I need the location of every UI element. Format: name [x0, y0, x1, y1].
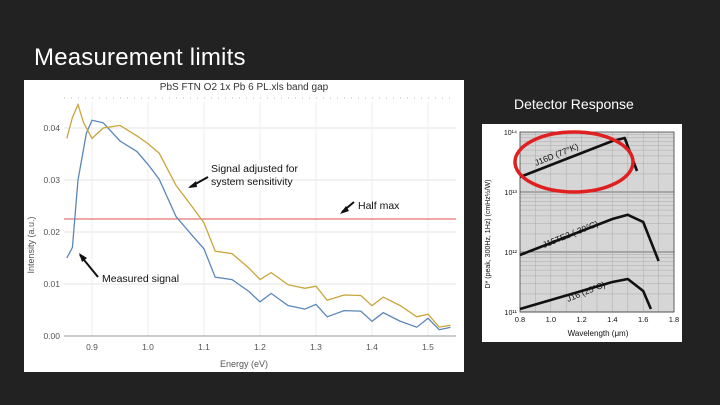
detector-chart-y-label: D* (peak, 300Hz, 1Hz) (cmHz½/W): [484, 180, 492, 289]
x-tick-label: 1.0: [142, 342, 154, 352]
detector-plot-border: [519, 131, 675, 313]
y-tick-label: 0.00: [43, 331, 60, 341]
series-adjusted: [66, 102, 451, 328]
y-tick-label: 0.02: [43, 227, 60, 237]
slide-title: Measurement limits: [34, 44, 246, 71]
annotation-adjusted-line2: system sensitivity: [211, 176, 293, 188]
pl-chart-y-ticks: 0.04 0.03 0.02 0.01 0.00: [43, 123, 60, 341]
annotation-measured: Measured signal: [102, 273, 179, 285]
detector-chart-x-ticks: 0.8 1.0 1.2 1.4 1.6 1.8: [515, 315, 679, 324]
detector-x-tick-label: 1.0: [546, 315, 556, 324]
series-measured: [66, 119, 451, 331]
pl-chart-y-label: Intensity (a.u.): [26, 216, 36, 273]
annotation-measured-arrowhead: [79, 253, 87, 262]
pl-chart-series: [66, 102, 451, 331]
x-tick-label: 1.1: [198, 342, 210, 352]
detector-x-tick-label: 1.6: [638, 315, 648, 324]
pl-chart-background: [24, 80, 464, 372]
detector-y-tick-label: 10¹²: [505, 250, 518, 257]
detector-x-tick-label: 0.8: [515, 315, 525, 324]
detector-curve-1: [519, 136, 639, 179]
detector-chart-y-ticks: 10¹⁴ 10¹³ 10¹² 10¹¹: [504, 130, 518, 317]
detector-y-tick-label: 10¹³: [505, 190, 518, 197]
detector-curve-2: [519, 213, 660, 262]
detector-chart-panel: 10¹⁴ 10¹³ 10¹² 10¹¹ 0.8 1.0 1.2 1.4 1.6 1.8 J16D…: [482, 124, 682, 342]
x-tick-label: 1.3: [310, 342, 322, 352]
x-tick-label: 1.5: [422, 342, 434, 352]
detector-chart-x-label: Wavelength (μm): [568, 329, 629, 338]
highlight-ellipse: [513, 130, 635, 194]
annotation-adjusted-arrowhead: [188, 181, 197, 188]
x-tick-label: 1.4: [366, 342, 378, 352]
annotation-half-max-arrowhead: [340, 206, 349, 214]
detector-chart-series: [519, 136, 660, 311]
detector-y-tick-label: 10¹⁴: [504, 130, 517, 137]
y-tick-label: 0.01: [43, 279, 60, 289]
detector-response-title: Detector Response: [514, 96, 634, 112]
detector-x-tick-label: 1.4: [607, 315, 617, 324]
detector-chart-grid: [519, 131, 675, 313]
detector-x-tick-label: 1.8: [669, 315, 679, 324]
annotation-adjusted-line1: Signal adjusted for: [211, 163, 298, 175]
detector-x-tick-label: 1.2: [576, 315, 586, 324]
x-tick-label: 1.2: [254, 342, 266, 352]
pl-chart: PbS FTN O2 1x Pb 6 PL.xls band gap 0.040…: [24, 80, 464, 372]
pl-chart-x-ticks: 0.9 1.0 1.1 1.2 1.3 1.4 1.5: [86, 342, 434, 352]
x-tick-label: 0.9: [86, 342, 98, 352]
y-tick-label: 0.04: [43, 123, 60, 133]
detector-curve-3: [519, 277, 653, 311]
pl-chart-x-label: Energy (eV): [220, 359, 268, 369]
detector-y-tick-label: 10¹¹: [505, 310, 518, 317]
pl-chart-title: PbS FTN O2 1x Pb 6 PL.xls band gap: [160, 82, 329, 93]
annotation-half-max: Half max: [358, 200, 400, 212]
y-tick-label: 0.03: [43, 175, 60, 185]
pl-chart-panel: PbS FTN O2 1x Pb 6 PL.xls band gap 0.04 0…: [24, 80, 464, 372]
